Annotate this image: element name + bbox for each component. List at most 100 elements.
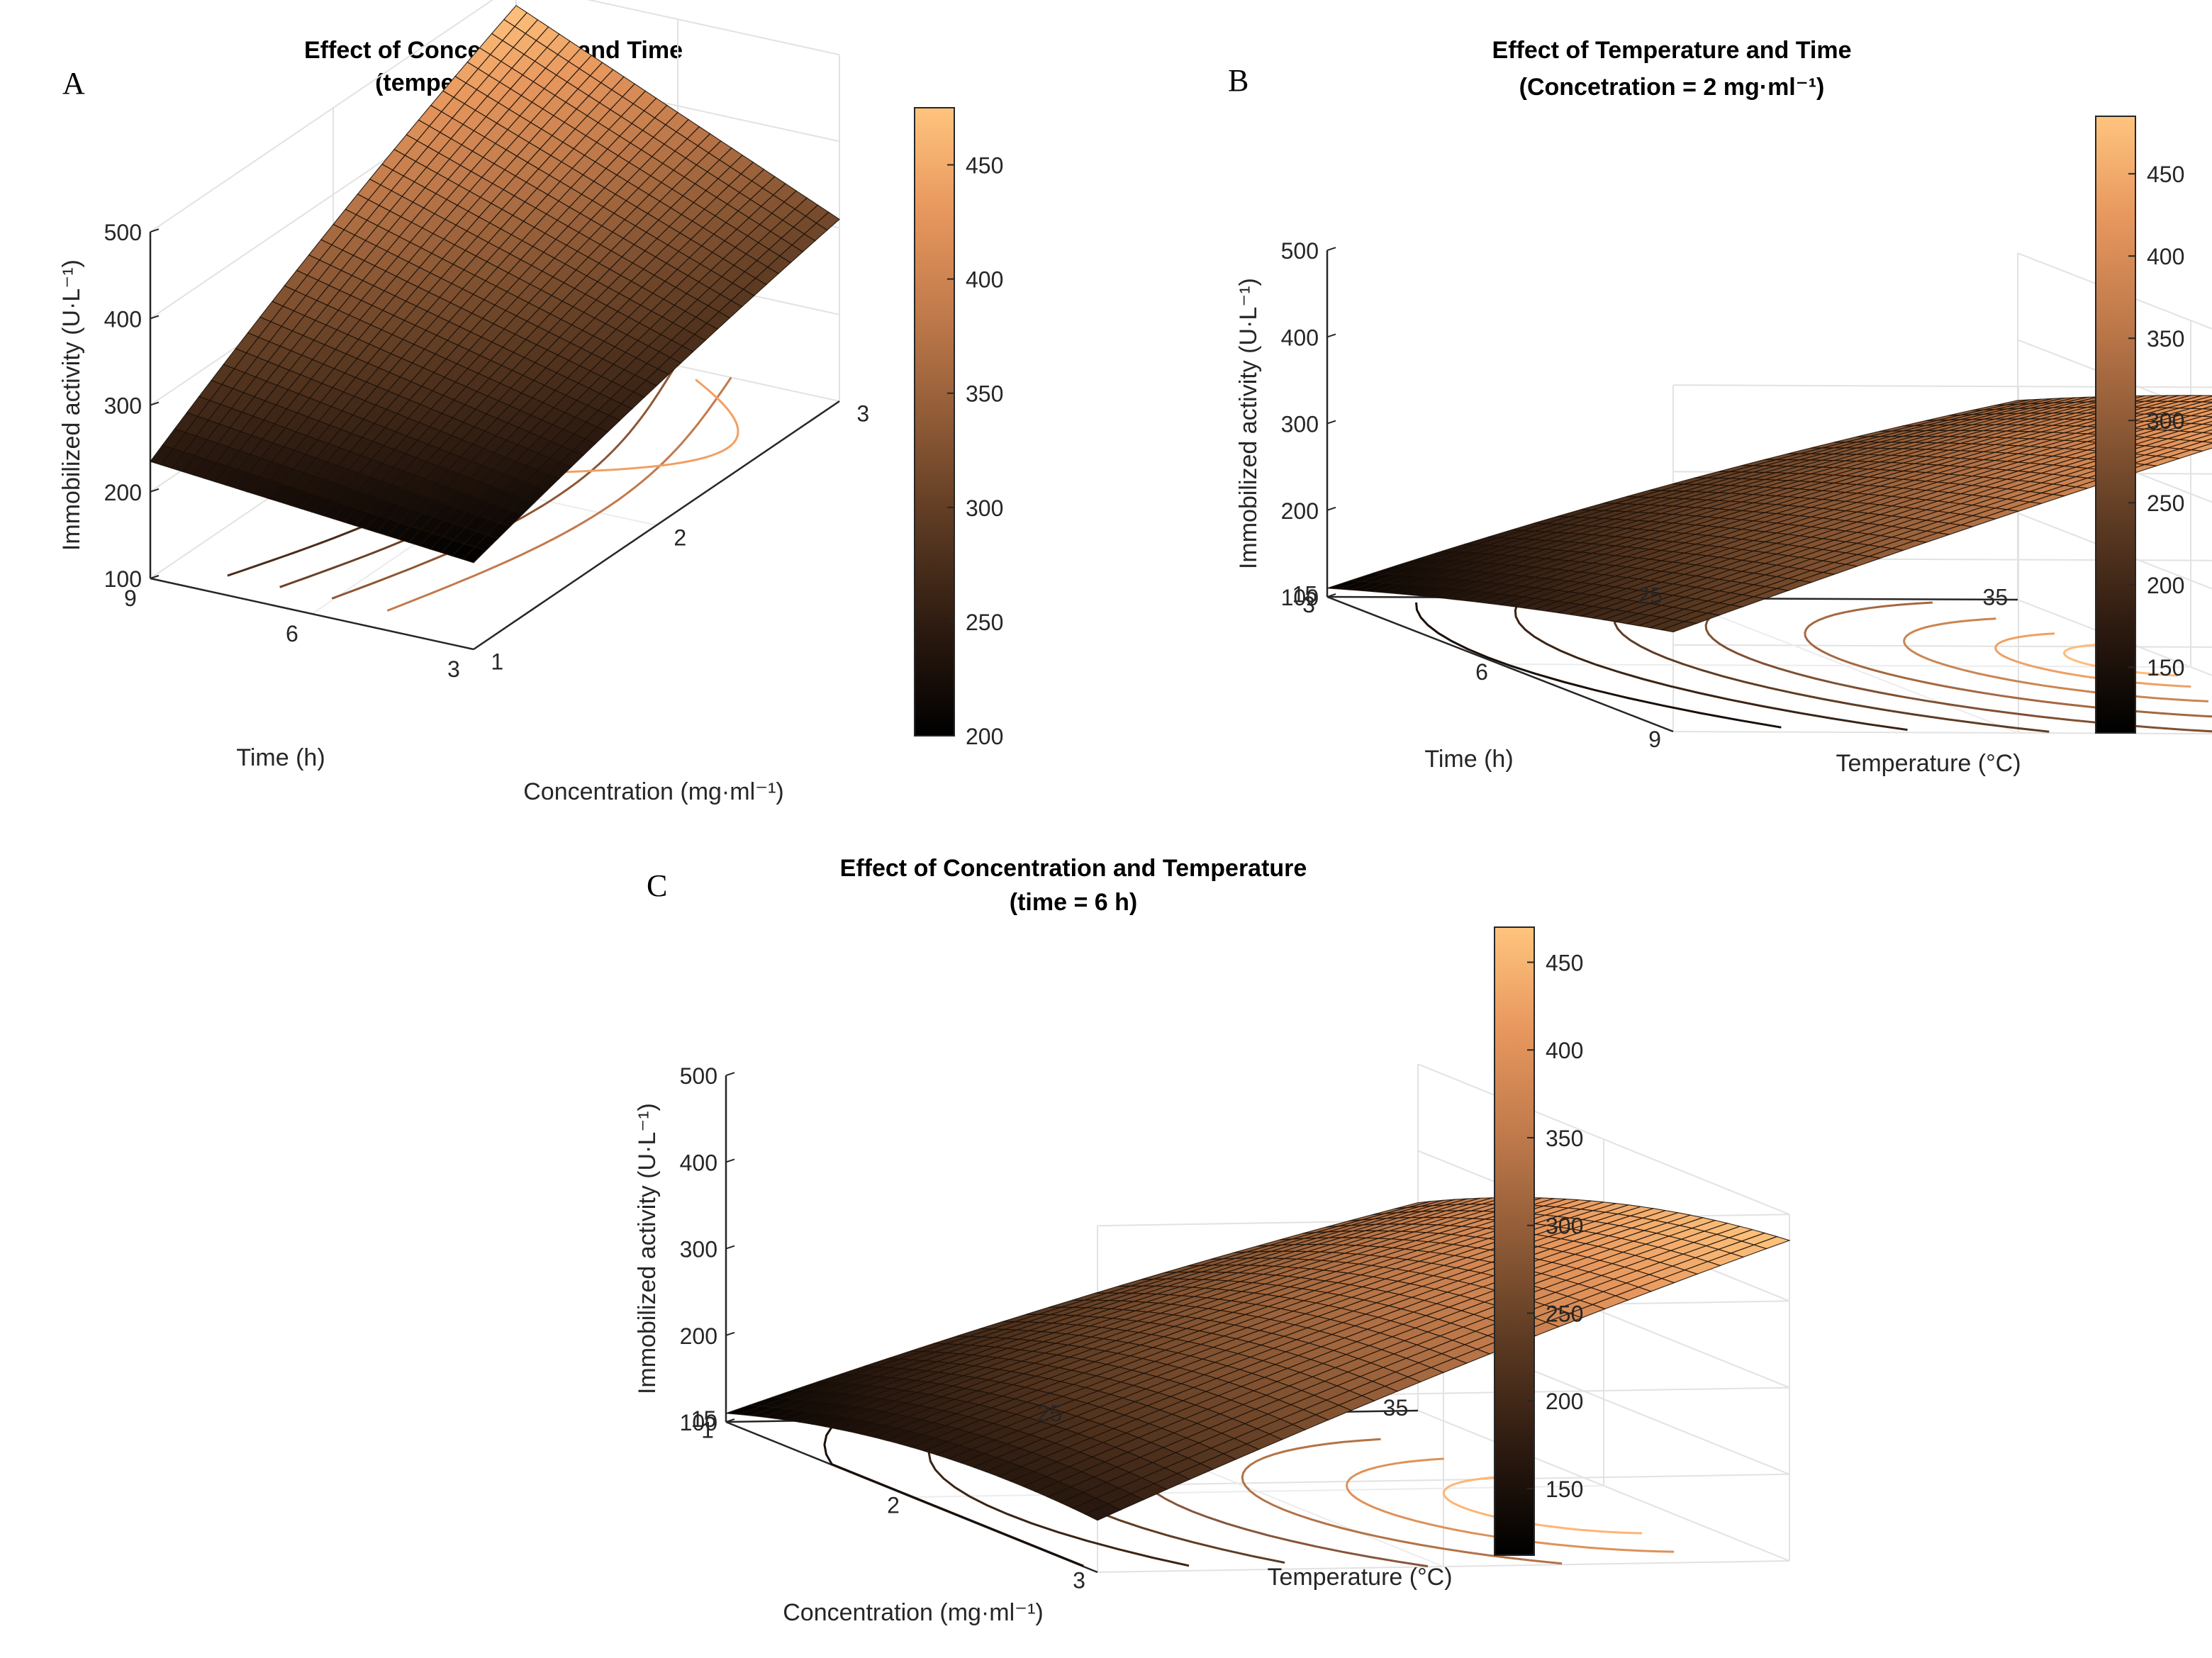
colorbar-tick-label: 450 bbox=[2147, 162, 2184, 187]
y-axis-label: Temperature (°C) bbox=[1267, 1564, 1452, 1591]
colorbar-tick-label: 200 bbox=[2147, 573, 2184, 598]
surface-patch bbox=[1660, 621, 1698, 633]
y-tick-label: 35 bbox=[1383, 1395, 1409, 1421]
x-tick-label: 2 bbox=[674, 525, 686, 550]
colorbar-tick-label: 250 bbox=[2147, 491, 2184, 516]
z-axis-label: Immobilized activity (U·L⁻¹) bbox=[1235, 278, 1262, 569]
z-tick-mark bbox=[1326, 593, 1336, 598]
colorbar-tick-label: 350 bbox=[1546, 1126, 1583, 1151]
y-tick-label: 6 bbox=[286, 621, 298, 646]
colorbar-tick-label: 150 bbox=[1546, 1477, 1583, 1502]
title-c-line2: (time = 6 h) bbox=[1010, 889, 1137, 916]
y-tick-label: 35 bbox=[1983, 585, 2009, 610]
contour-line bbox=[1514, 597, 1908, 732]
z-tick-mark bbox=[1326, 420, 1336, 425]
contour-line bbox=[496, 379, 739, 475]
z-tick-mark bbox=[725, 1158, 735, 1163]
colorbar-tick-label: 450 bbox=[966, 153, 1003, 179]
y-tick-label: 15 bbox=[1292, 582, 1318, 607]
ticks: 100 200 300 400 500 1 2 3 15 25 35 bbox=[680, 1063, 1409, 1593]
contour-line bbox=[823, 1425, 1084, 1567]
contour-line bbox=[331, 364, 677, 600]
colorbar-tick-label: 400 bbox=[2147, 244, 2184, 269]
y-tick-label: 15 bbox=[691, 1406, 717, 1432]
z-gridline bbox=[1097, 1410, 1790, 1573]
floor-contours bbox=[1415, 597, 2212, 733]
contour-line bbox=[1415, 602, 1782, 729]
x-axis-label: Time (h) bbox=[1424, 746, 1513, 773]
z-tick-mark bbox=[150, 401, 160, 406]
y-tick-label: 25 bbox=[1037, 1401, 1063, 1426]
z-gridline bbox=[1097, 1323, 1790, 1486]
colorbar-tick-label: 250 bbox=[966, 610, 1003, 635]
contour-line bbox=[1241, 1438, 1563, 1565]
colorbar-tick-label: 300 bbox=[2147, 408, 2184, 434]
contour-line bbox=[386, 376, 732, 612]
y-tick-label: 3 bbox=[447, 656, 460, 682]
colorbar-tick-label: 350 bbox=[966, 381, 1003, 407]
ticks: 100 200 300 400 500 3 6 9 15 25 35 bbox=[1281, 238, 2009, 752]
z-tick-mark bbox=[1326, 247, 1336, 252]
y-tick-label: 9 bbox=[124, 586, 137, 611]
z-tick-label: 200 bbox=[1281, 498, 1319, 524]
z-tick-mark bbox=[1326, 506, 1336, 511]
surface bbox=[725, 1197, 1791, 1521]
colorbar-tick-label: 450 bbox=[1546, 950, 1583, 975]
contour-line bbox=[2062, 644, 2178, 677]
contour-line bbox=[1345, 1457, 1675, 1553]
z-tick-label: 300 bbox=[1281, 412, 1319, 437]
z-tick-label: 500 bbox=[680, 1063, 717, 1089]
z-gridline bbox=[150, 0, 840, 233]
z-tick-mark bbox=[150, 488, 160, 493]
colorbar-tick-label: 400 bbox=[966, 267, 1003, 293]
z-tick-label: 200 bbox=[104, 480, 142, 505]
x-tick-label: 1 bbox=[491, 649, 503, 674]
contour-line bbox=[1804, 601, 2212, 718]
y-tick-label: 25 bbox=[1638, 583, 1663, 609]
title-c-line1: Effect of Concentration and Temperature bbox=[840, 855, 1307, 882]
colorbar-tick-label: 200 bbox=[966, 724, 1003, 749]
ticks: 100 200 300 400 500 1 2 3 3 6 9 bbox=[104, 220, 870, 682]
z-tick-mark bbox=[1326, 333, 1336, 338]
x-axis-label: Concentration (mg·ml⁻¹) bbox=[523, 778, 783, 805]
surface bbox=[1326, 395, 2212, 633]
x-tick-label: 9 bbox=[1648, 727, 1661, 752]
y-axis-label: Time (h) bbox=[236, 744, 325, 771]
axis-labels: Immobilized activity (U·L⁻¹) Concentratio… bbox=[634, 1103, 1453, 1626]
z-tick-label: 400 bbox=[680, 1150, 717, 1175]
x-tick-label: 3 bbox=[856, 401, 869, 426]
x-tick-label: 3 bbox=[1073, 1567, 1085, 1593]
title-b-line2: (Concetration = 2 mg·ml⁻¹) bbox=[1519, 74, 1825, 101]
z-tick-label: 500 bbox=[104, 220, 142, 245]
z-tick-label: 500 bbox=[1281, 238, 1319, 264]
z-tick-mark bbox=[150, 228, 160, 233]
contour-line bbox=[1442, 1475, 1643, 1535]
colorbar-gradient bbox=[914, 107, 955, 736]
colorbar: 150 200 250 300 350 400 450 bbox=[1494, 926, 1583, 1556]
z-tick-mark bbox=[150, 315, 160, 320]
x-axis-label: Concentration (mg·ml⁻¹) bbox=[783, 1599, 1043, 1626]
panel-letter-a: A bbox=[62, 66, 85, 101]
z-tick-mark bbox=[725, 1072, 735, 1077]
y-axis-line bbox=[150, 577, 474, 651]
z-tick-label: 400 bbox=[104, 306, 142, 332]
colorbar-gradient bbox=[1494, 926, 1535, 1556]
colorbar-tick-label: 200 bbox=[1546, 1389, 1583, 1414]
axis-labels: Immobilized activity (U·L⁻¹) Concentratio… bbox=[58, 259, 784, 805]
surface bbox=[150, 5, 840, 564]
title-b-line1: Effect of Temperature and Time bbox=[1492, 37, 1852, 64]
z-axis-label: Immobilized activity (U·L⁻¹) bbox=[58, 259, 85, 551]
z-tick-label: 100 bbox=[104, 566, 142, 592]
z-tick-label: 300 bbox=[104, 393, 142, 419]
x-axis-line bbox=[1326, 595, 1674, 733]
y-axis-label: Temperature (°C) bbox=[1836, 750, 2021, 777]
panel-letter-c: C bbox=[647, 868, 667, 903]
colorbar-gradient bbox=[2095, 116, 2136, 734]
z-tick-label: 100 bbox=[680, 1410, 717, 1435]
z-tick-label: 300 bbox=[680, 1237, 717, 1262]
z-gridline bbox=[1097, 1063, 1790, 1227]
